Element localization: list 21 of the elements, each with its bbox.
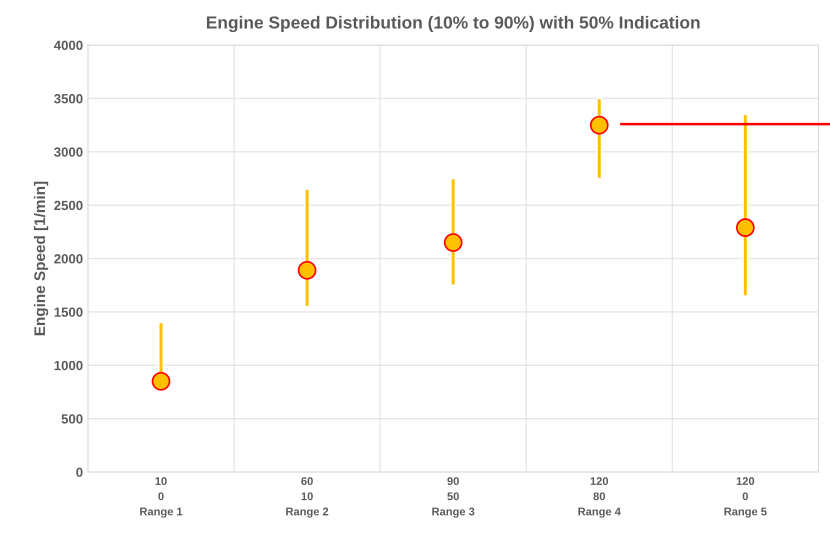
- point: [444, 233, 463, 252]
- y-tick-label: 2000: [54, 254, 83, 264]
- point: [736, 218, 755, 237]
- y-tick-label: 2500: [54, 200, 83, 210]
- point: [152, 372, 170, 391]
- point: [298, 260, 316, 280]
- y-tick-label: 4000: [54, 40, 83, 50]
- y-tick-label: 1500: [54, 307, 83, 317]
- y-tick-label: 0: [76, 468, 83, 477]
- y-tick-label: 1000: [54, 360, 83, 370]
- x-tick-label: 90 50 Range 3: [432, 477, 474, 518]
- y-axis-title: Engine Speed [1/min]: [34, 182, 48, 336]
- point: [590, 116, 609, 134]
- x-tick-label: 10 0 Range 1: [140, 477, 182, 518]
- x-tick-label: 120 80 Range 4: [578, 477, 621, 518]
- x-tick-label: 120 0 Range 5: [724, 477, 767, 518]
- x-tick-label: 60 10 Range 2: [286, 477, 328, 518]
- chart-title: Engine Speed Distribution (10% to 90%) with 50% Indication: [206, 16, 700, 32]
- y-tick-label: 500: [62, 414, 83, 424]
- y-tick-label: 3500: [54, 94, 83, 104]
- y-tick-label: 3000: [54, 147, 83, 157]
